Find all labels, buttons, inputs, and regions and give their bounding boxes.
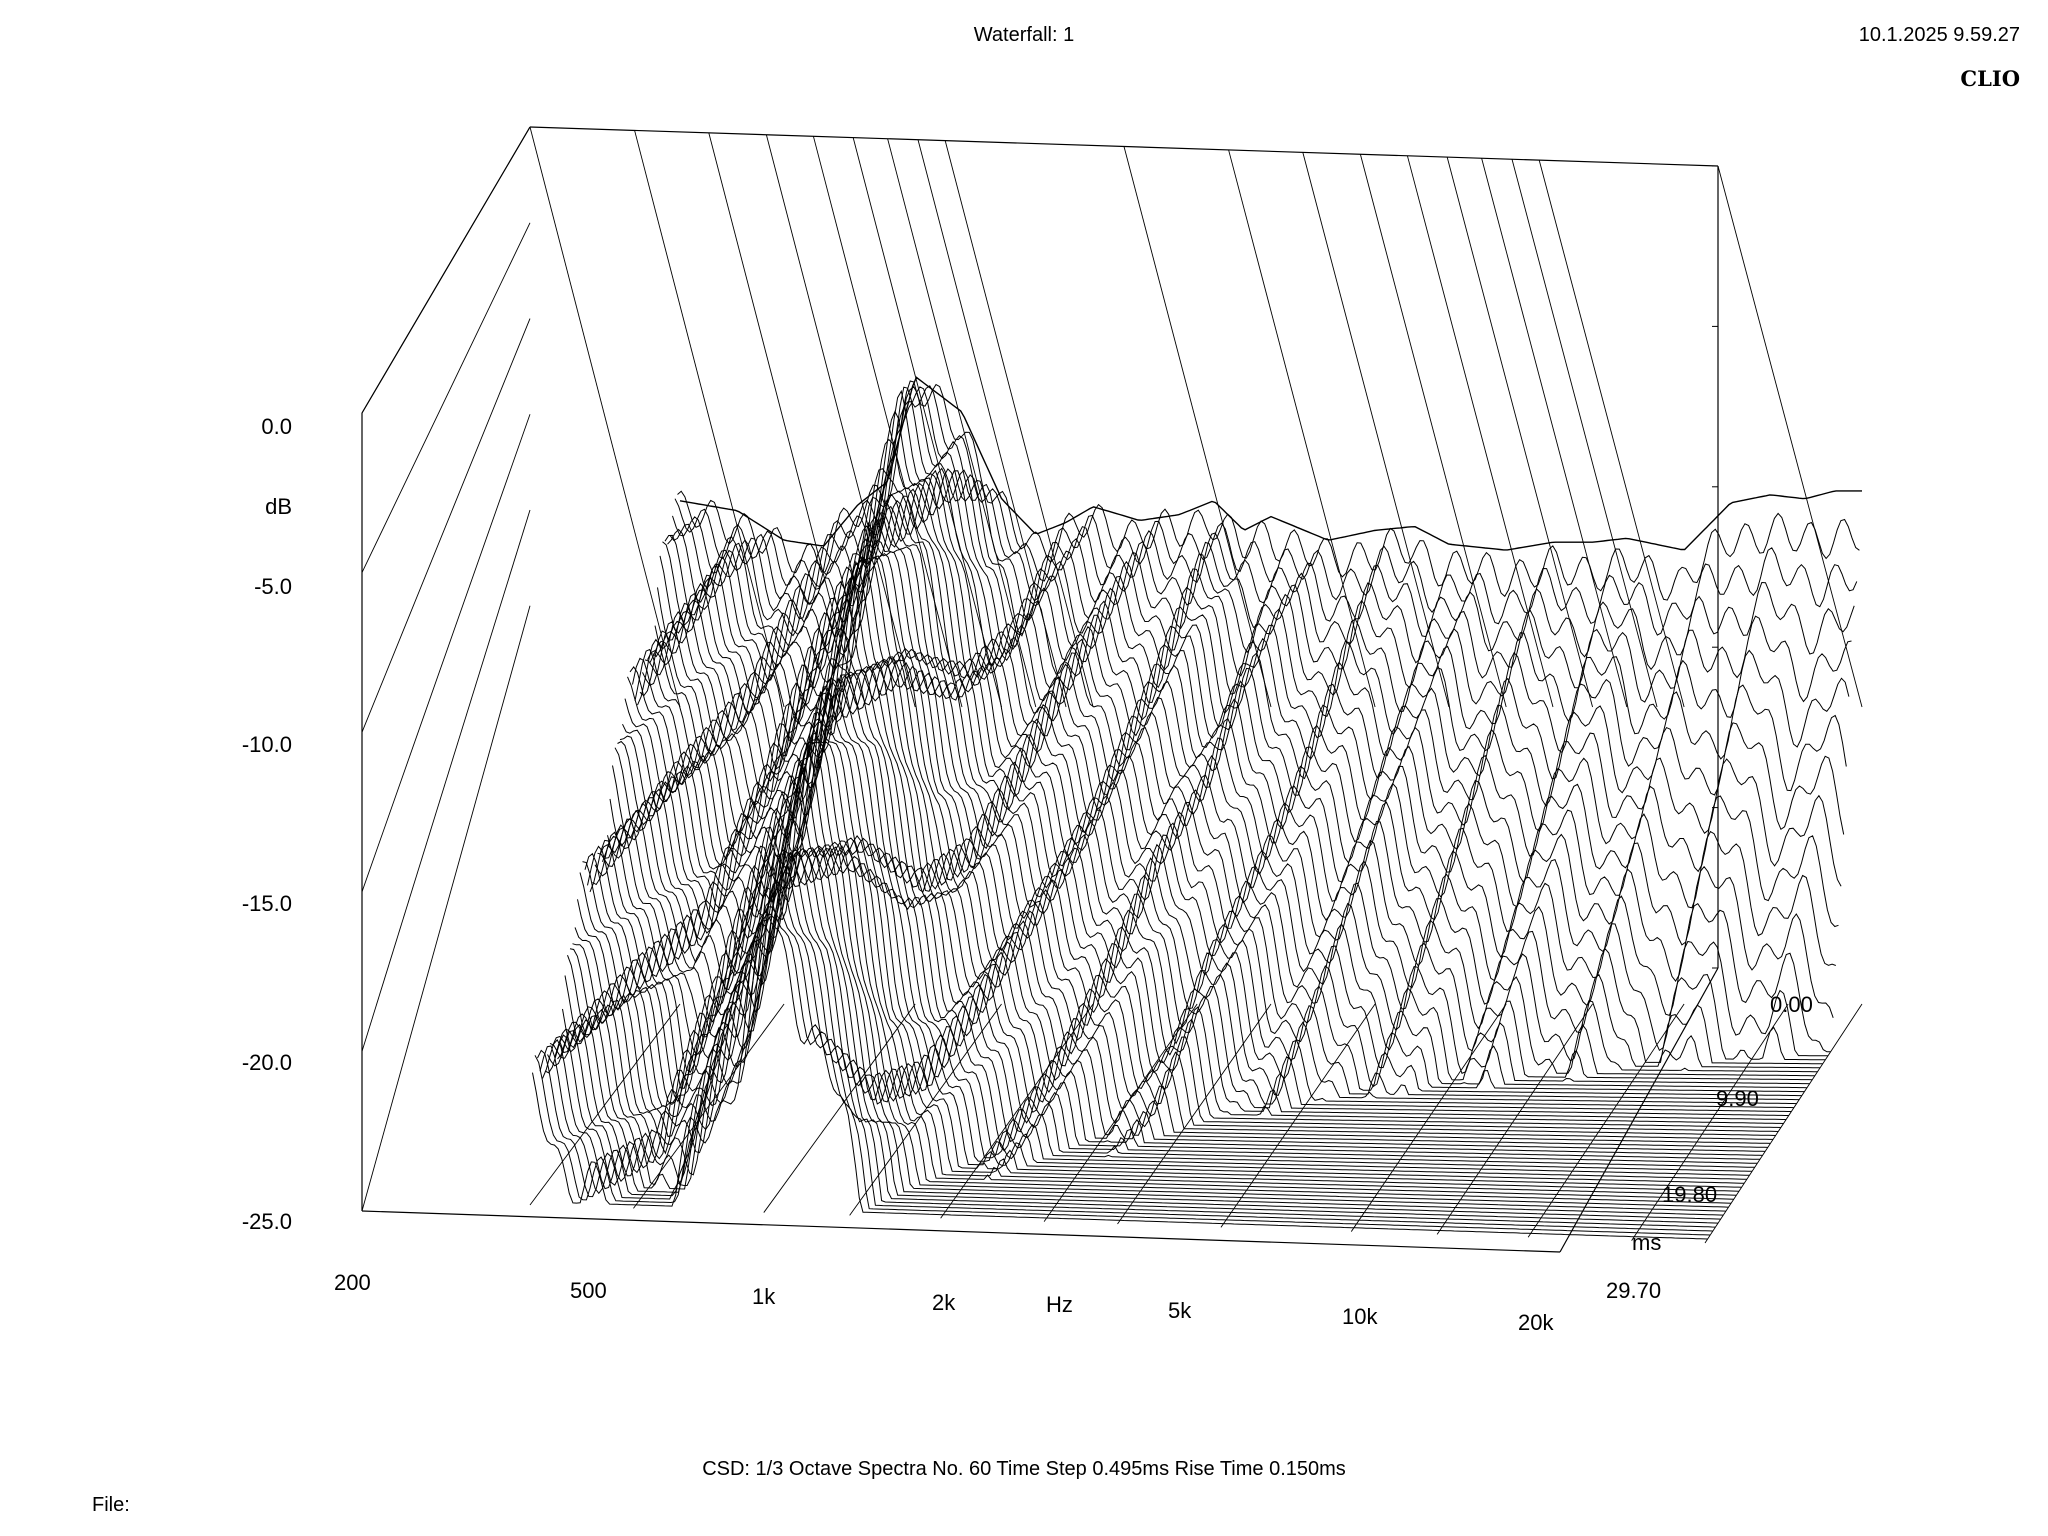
z-tick-label: 19.80 (1662, 1182, 1718, 1207)
spectrum-slice (599, 668, 1779, 1132)
spectrum-slice (574, 741, 1753, 1172)
x-tick-label: 500 (570, 1278, 607, 1303)
spectrum-slice (667, 386, 1850, 748)
plot-frame (361, 126, 1863, 1253)
spectrum-slice (652, 477, 1834, 1018)
back-grid-line (1538, 160, 1685, 708)
spectrum-slice (537, 863, 1713, 1232)
x-tick-label: 10k (1342, 1304, 1378, 1329)
x-tick-label: 2k (932, 1290, 956, 1315)
back-grid-line (944, 140, 1094, 708)
spectrum-slice (562, 845, 1740, 1192)
back-grid-line (1228, 149, 1376, 708)
spectra-group (532, 376, 1862, 1240)
y-tick-label: -25.0 (241, 1209, 292, 1234)
left-wall-grid-line (361, 222, 531, 573)
floor-grid-line (529, 1003, 681, 1206)
y-axis-label: dB (265, 494, 292, 519)
back-grid-line (1123, 146, 1272, 708)
z-axis-label: ms (1632, 1230, 1662, 1255)
back-grid-line (634, 130, 785, 708)
z-tick-label: 29.70 (1606, 1278, 1662, 1303)
back-grid-line (1511, 159, 1658, 708)
spectrum-slice (632, 521, 1813, 1081)
back-grid-line (708, 132, 859, 708)
floor-grid-line (763, 1003, 916, 1213)
spectrum-slice (532, 911, 1708, 1240)
spectrum-slice (547, 850, 1724, 1216)
spectrum-slice (672, 386, 1855, 671)
back-grid-line (1717, 165, 1863, 708)
spectrum-slice (592, 678, 1771, 1144)
left-wall-grid-line (361, 318, 531, 733)
x-tick-label: 1k (752, 1284, 776, 1309)
spectrum-slice (604, 661, 1784, 1124)
spectrum-slice (569, 762, 1747, 1180)
y-tick-label: 0.0 (261, 414, 292, 439)
back-grid-line (1302, 152, 1450, 708)
spectrum-slice (572, 743, 1750, 1176)
spectrum-slice (602, 665, 1781, 1128)
brand-logo: CLIO (1960, 66, 2020, 91)
back-grid-line (812, 136, 963, 708)
frame-bottom-edge (361, 1210, 1561, 1253)
x-tick-label: 200 (334, 1270, 371, 1295)
spectrum-slice (644, 495, 1826, 1061)
measurement-info: CSD: 1/3 Octave Spectra No. 60 Time Step… (702, 1458, 1346, 1480)
spectrum-slice (619, 560, 1800, 1101)
x-axis-label: Hz (1046, 1292, 1073, 1317)
spectrum-slice (544, 851, 1721, 1220)
spectrum-slice (542, 853, 1719, 1224)
timestamp: 10.1.2025 9.59.27 (1858, 24, 2020, 46)
spectrum-slice (579, 732, 1758, 1164)
y-tick-label: -5.0 (254, 574, 292, 599)
z-tick-label: 9.90 (1716, 1086, 1759, 1111)
back-grid-line (1359, 154, 1507, 708)
spectrum-slice (564, 818, 1742, 1188)
spectrum-slice (597, 671, 1776, 1136)
spectrum-slice (639, 505, 1821, 1069)
y-tick-label: -15.0 (241, 891, 292, 916)
floor-grid-line (849, 1003, 1002, 1216)
spectrum-slice (674, 385, 1858, 636)
back-grid-line (529, 126, 681, 708)
spectrum-slice (614, 597, 1795, 1109)
spectrum-slice (642, 499, 1823, 1065)
z-tick-label: 0.00 (1770, 992, 1813, 1017)
spectrum-slice (679, 376, 1862, 551)
spectrum-slice (539, 852, 1716, 1228)
spectrum-slice (549, 850, 1726, 1212)
back-grid-line (1446, 156, 1593, 708)
back-grid-line (852, 137, 1002, 708)
y-tick-label: -10.0 (241, 732, 292, 757)
back-grid-line (887, 138, 1037, 708)
y-tick-label: -20.0 (241, 1050, 292, 1075)
spectrum-slice (554, 847, 1732, 1204)
x-tick-label: 5k (1168, 1298, 1192, 1323)
file-label: File: (92, 1494, 130, 1516)
x-tick-label: 20k (1518, 1310, 1554, 1335)
spectrum-slice (622, 558, 1802, 1097)
spectrum-slice (649, 482, 1831, 1053)
spectrum-slice (552, 848, 1729, 1208)
back-grid-line (1481, 158, 1628, 708)
back-grid-line (1406, 155, 1554, 708)
left-wall-grid-line (361, 509, 531, 1052)
spectrum-slice (647, 488, 1828, 1057)
chart-title: Waterfall: 1 (973, 24, 1075, 46)
left-wall-grid-line (361, 126, 531, 414)
left-wall-grid-line (361, 605, 531, 1212)
spectrum-slice (594, 675, 1773, 1140)
spectrum-slice (557, 847, 1734, 1200)
spectrum-slice (534, 886, 1711, 1236)
left-wall-grid-line (361, 414, 531, 892)
spectrum-slice (669, 386, 1852, 703)
